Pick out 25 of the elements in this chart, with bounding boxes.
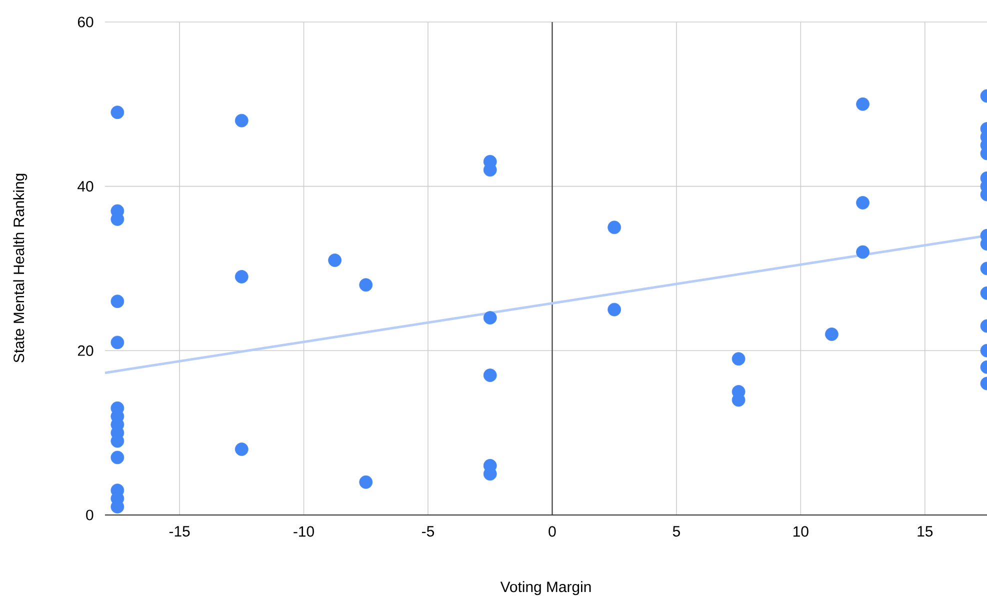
point <box>234 442 248 456</box>
y-tick-label: 40 <box>78 181 94 192</box>
y-axis-title: State Mental Health Ranking <box>13 174 28 362</box>
x-tick-label: -5 <box>422 526 434 537</box>
point <box>483 368 497 382</box>
point <box>359 278 373 292</box>
point <box>234 270 248 284</box>
point <box>110 294 124 308</box>
point <box>110 106 124 120</box>
x-tick-label: 15 <box>918 526 933 537</box>
x-tick-label: -10 <box>294 526 314 537</box>
x-tick-label: 0 <box>548 526 556 537</box>
y-tick-label: 20 <box>78 345 94 356</box>
point <box>110 336 124 350</box>
y-tick-label: 0 <box>86 510 94 520</box>
x-axis-title: Voting Margin <box>500 581 591 596</box>
x-tick-label: 10 <box>794 526 808 537</box>
point <box>328 254 342 267</box>
point <box>234 114 248 128</box>
x-tick-label: 5 <box>672 526 680 537</box>
point <box>359 475 373 489</box>
y-tick-label: 60 <box>78 16 94 28</box>
x-tick-label: -15 <box>169 526 190 537</box>
point <box>483 311 497 324</box>
point <box>110 450 124 464</box>
